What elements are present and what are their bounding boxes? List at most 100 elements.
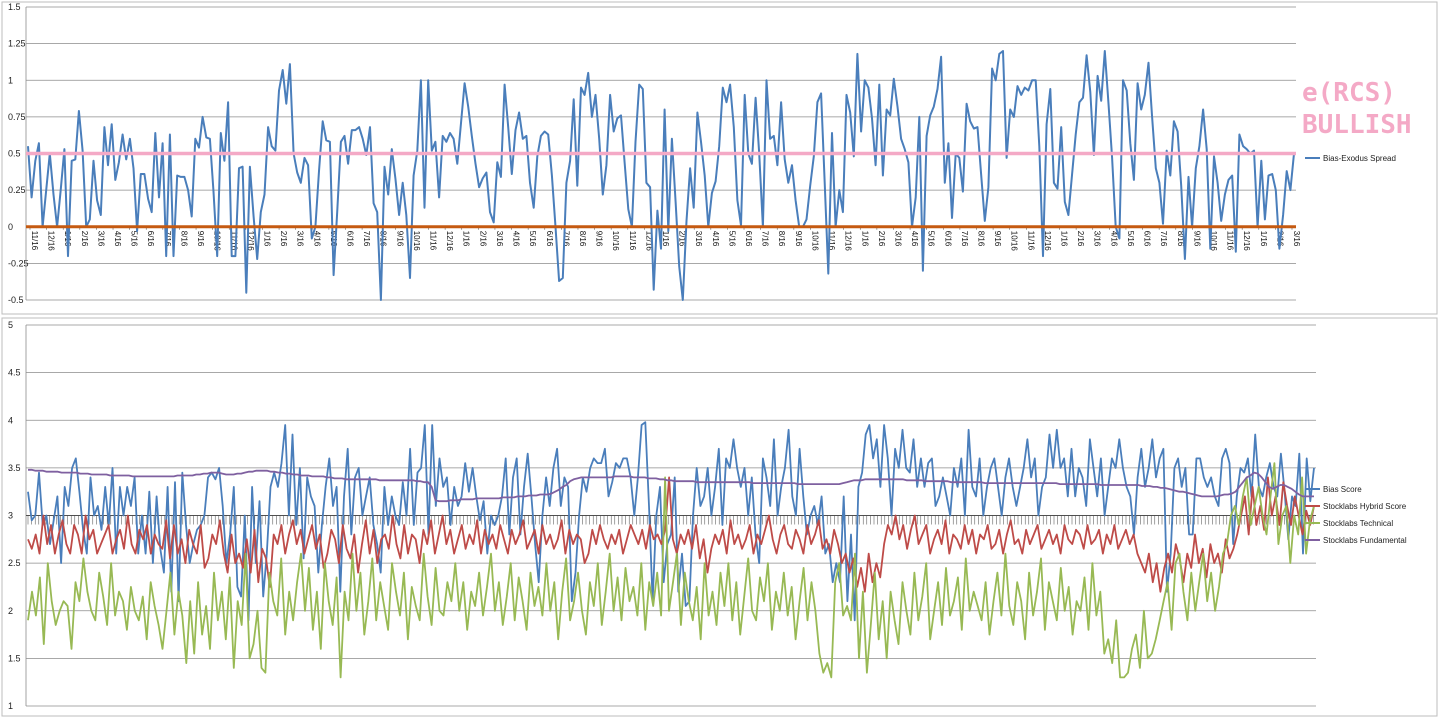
- top-chart-x-tick-label: 6/16: [545, 231, 554, 247]
- bottom-chart-series-1-line: [27, 476, 1315, 593]
- top-chart-x-tick-label: 11/16: [1226, 231, 1235, 251]
- top-chart-frame: [1, 1, 1438, 315]
- top-chart-x-tick-label: 8/16: [179, 231, 188, 247]
- top-chart-x-tick-label: 3/16: [96, 231, 105, 247]
- bottom-chart-legend-label: Stocklabs Hybrid Score: [1323, 502, 1407, 511]
- top-chart-x-tick-label: 4/16: [910, 231, 919, 247]
- top-chart-x-tick-label: 12/16: [1043, 231, 1052, 252]
- top-chart-x-tick-label: 7/16: [561, 231, 570, 247]
- bottom-chart-legend-label: Bias Score: [1323, 485, 1362, 494]
- bottom-chart-series-3-line: [28, 468, 1314, 503]
- top-chart-x-tick-label: 12/16: [47, 231, 56, 252]
- top-chart-x-tick-label: 1/16: [661, 231, 670, 247]
- top-chart-x-tick-label: 1/16: [1259, 231, 1268, 247]
- top-chart-x-tick-label: 8/16: [1176, 231, 1185, 247]
- top-chart-x-tick-label: 5/16: [727, 231, 736, 247]
- top-chart-x-tick-label: 10/16: [810, 231, 819, 252]
- top-chart-x-tick-label: 9/16: [196, 231, 205, 247]
- bottom-chart-y-tick-label: 3.5: [8, 463, 21, 473]
- top-chart-x-tick-label: 9/16: [993, 231, 1002, 247]
- top-chart-x-tick-label: 6/16: [346, 231, 355, 247]
- bottom-chart-series-2-line: [27, 462, 1315, 679]
- top-chart-x-tick-label: 1/16: [462, 231, 471, 247]
- top-chart-x-tick-label: 10/16: [1209, 231, 1218, 252]
- top-chart-annotation-text: e(RCS): [1302, 78, 1396, 108]
- top-chart-x-tick-label: 10/16: [611, 231, 620, 252]
- top-chart-x-tick-label: 3/16: [296, 231, 305, 247]
- bottom-chart-y-tick-label: 1: [8, 701, 13, 711]
- top-chart-y-tick-label: 1.5: [8, 2, 21, 12]
- top-chart-x-tick-label: 7/16: [960, 231, 969, 247]
- top-chart-x-tick-label: 4/16: [1109, 231, 1118, 247]
- top-chart-x-tick-label: 5/16: [130, 231, 139, 247]
- top-chart-x-tick-label: 7/16: [362, 231, 371, 247]
- top-chart-x-tick-label: 3/16: [495, 231, 504, 247]
- bottom-chart-y-tick-label: 3: [8, 511, 13, 521]
- bottom-chart-y-tick-label: 1.5: [8, 653, 21, 663]
- top-chart-x-tick-label: 9/16: [794, 231, 803, 247]
- bottom-chart-legend-label: Stocklabs Fundamental: [1323, 536, 1407, 545]
- bottom-chart-y-tick-label: 2.5: [8, 558, 21, 568]
- top-chart-y-tick-label: 0.75: [8, 112, 26, 122]
- top-chart-x-tick-label: 11/16: [30, 231, 39, 251]
- top-chart-x-tick-label: 7/16: [761, 231, 770, 247]
- top-chart-x-tick-label: 5/16: [528, 231, 537, 247]
- top-chart-x-tick-label: 1/16: [1060, 231, 1069, 247]
- top-chart-series-0-line: [27, 50, 1295, 301]
- top-chart-y-tick-label: 0.5: [8, 149, 21, 159]
- top-chart-x-tick-label: 1/16: [860, 231, 869, 247]
- top-chart-x-tick-label: 3/16: [1292, 231, 1301, 247]
- bottom-chart-y-tick-label: 2: [8, 606, 13, 616]
- top-chart-x-tick-label: 2/16: [678, 231, 687, 247]
- top-chart-x-tick-label: 11/16: [827, 231, 836, 251]
- top-chart-x-tick-label: 2/16: [877, 231, 886, 247]
- top-chart-x-tick-label: 5/16: [1126, 231, 1135, 247]
- top-chart-x-tick-label: 6/16: [744, 231, 753, 247]
- top-chart-x-tick-label: 7/16: [1159, 231, 1168, 247]
- top-chart-x-tick-label: 9/16: [1192, 231, 1201, 247]
- top-chart-x-tick-label: 12/16: [844, 231, 853, 252]
- bottom-chart-legend-label: Stocklabs Technical: [1323, 519, 1393, 528]
- top-chart-x-tick-label: 2/16: [80, 231, 89, 247]
- top-chart-x-tick-label: 2/16: [478, 231, 487, 247]
- top-chart-x-tick-label: 4/16: [312, 231, 321, 247]
- top-chart-x-tick-label: 9/16: [595, 231, 604, 247]
- top-chart-x-tick-label: 4/16: [711, 231, 720, 247]
- bottom-chart-y-tick-label: 5: [8, 320, 13, 330]
- top-chart: -0.5 -0.25 0 0.25 0.5 0.75 1 1.25 1.5 11/16 12/16 1…: [1, 1, 1438, 315]
- top-chart-x-tick-label: 10/16: [412, 231, 421, 252]
- top-chart-x-tick-label: 12/16: [246, 231, 255, 252]
- top-chart-y-tick-label: -0.25: [8, 258, 29, 268]
- top-chart-x-tick-label: 2/16: [279, 231, 288, 247]
- top-chart-y-tick-label: -0.5: [8, 295, 24, 305]
- top-chart-x-tick-label: 11/16: [229, 231, 238, 251]
- top-chart-x-tick-label: 2/16: [1076, 231, 1085, 247]
- top-chart-x-tick-label: 5/16: [927, 231, 936, 247]
- top-chart-x-tick-label: 8/16: [578, 231, 587, 247]
- top-chart-x-tick-label: 11/16: [628, 231, 637, 251]
- top-chart-x-tick-label: 11/16: [1026, 231, 1035, 251]
- top-chart-x-tick-label: 12/16: [644, 231, 653, 252]
- top-chart-annotation-text: BULLISH: [1302, 110, 1412, 140]
- top-chart-x-tick-label: 9/16: [395, 231, 404, 247]
- top-chart-x-tick-label: 8/16: [777, 231, 786, 247]
- top-chart-x-tick-label: 4/16: [512, 231, 521, 247]
- bottom-chart-series-0-line: [27, 421, 1315, 622]
- top-chart-x-tick-label: 3/16: [694, 231, 703, 247]
- top-chart-x-tick-label: 6/16: [1143, 231, 1152, 247]
- bottom-chart: 1 1.5 2 2.5 3 3.5 4 4.5 5 Bias Score Stocklabs Hyb…: [1, 317, 1438, 717]
- top-chart-x-tick-label: 3/16: [1093, 231, 1102, 247]
- top-chart-x-tick-label: 4/16: [113, 231, 122, 247]
- top-chart-x-tick-label: 11/16: [429, 231, 438, 251]
- top-chart-y-tick-label: 0.25: [8, 185, 26, 195]
- top-chart-x-tick-label: 10/16: [1010, 231, 1019, 252]
- top-chart-x-tick-label: 1/16: [262, 231, 271, 247]
- bottom-chart-y-tick-label: 4.5: [8, 368, 21, 378]
- top-chart-x-tick-label: 6/16: [943, 231, 952, 247]
- bottom-chart-y-tick-label: 4: [8, 415, 13, 425]
- top-chart-x-tick-label: 3/16: [893, 231, 902, 247]
- top-chart-legend-label: Bias-Exodus Spread: [1323, 154, 1396, 163]
- top-chart-x-tick-label: 6/16: [146, 231, 155, 247]
- top-chart-y-tick-label: 1.25: [8, 39, 26, 49]
